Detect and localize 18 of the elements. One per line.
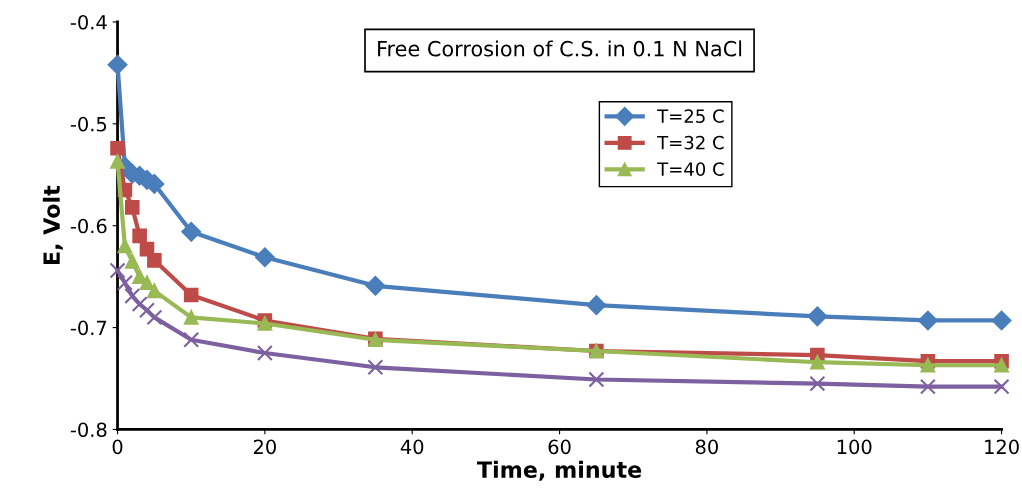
text: Free Corrosion of C.S. in 0.1 N NaCl <box>378 40 742 57</box>
legend-label: T=32 C <box>657 135 724 150</box>
x-tick-label: 80 <box>695 439 718 455</box>
x-tick-label: 40 <box>400 439 424 455</box>
legend-label: T=40 C <box>657 162 724 176</box>
x-tick-label: 60 <box>548 439 571 455</box>
y-tick-label: -0.7 <box>70 320 107 336</box>
x-tick-label: 120 <box>985 439 1019 455</box>
y-axis-title: E, Volt <box>42 185 63 265</box>
y-tick-label: -0.6 <box>70 218 107 234</box>
legend-label: T=25 C <box>657 109 724 123</box>
x-tick-label: 20 <box>253 439 276 455</box>
y-tick-label: -0.8 <box>70 422 107 438</box>
x-tick-label: 0 <box>112 439 123 455</box>
y-tick-label: -0.5 <box>70 116 107 132</box>
x-tick-label: 100 <box>837 439 872 455</box>
y-tick-label: -0.4 <box>70 14 107 30</box>
x-axis-title: Time, minute <box>477 460 642 481</box>
